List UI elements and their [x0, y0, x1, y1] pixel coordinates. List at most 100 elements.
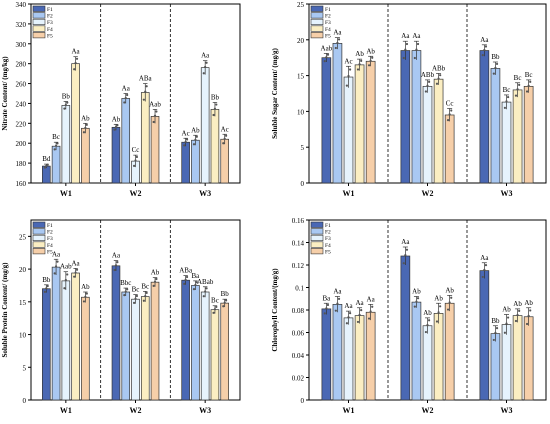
y-tick-label: 10 [297, 108, 305, 116]
bar-F4-W3 [512, 89, 523, 184]
data-point [415, 300, 418, 303]
legend-label: F3 [47, 236, 53, 242]
significance-label: Ab [355, 50, 364, 58]
data-point [404, 48, 407, 51]
significance-label: ABb [421, 71, 435, 79]
data-point [144, 90, 147, 93]
significance-label: Aa [52, 250, 61, 258]
data-point [347, 74, 350, 78]
data-point [116, 261, 119, 264]
x-tick-label: W3 [501, 406, 513, 415]
data-point [371, 56, 374, 59]
data-point [527, 84, 530, 87]
data-point [46, 163, 49, 166]
data-point [212, 113, 215, 117]
legend-label: F3 [325, 236, 331, 242]
significance-label: Aab [149, 100, 161, 108]
data-point [84, 126, 87, 129]
data-point [334, 46, 337, 50]
data-point [126, 288, 129, 291]
significance-label: Aab [321, 44, 333, 52]
significance-label: Bb [62, 92, 71, 100]
data-point [337, 297, 341, 300]
legend-label: F4 [47, 243, 53, 249]
legend-swatch-F1 [310, 221, 324, 228]
bar-F3-W1 [343, 317, 354, 401]
bar-F5-W2 [150, 281, 160, 401]
significance-label: Ab [81, 283, 90, 291]
data-point [46, 284, 49, 288]
y-tick-label: 20 [297, 37, 305, 45]
legend-label: F5 [325, 249, 331, 255]
significance-label: Bc [503, 86, 511, 94]
data-point [113, 128, 116, 131]
data-point [85, 123, 88, 126]
significance-label: ABa [179, 267, 193, 275]
bar-F5-W2 [444, 114, 455, 184]
significance-label: Aa [72, 48, 81, 56]
data-point [326, 303, 330, 307]
significance-label: Ab [502, 306, 511, 314]
significance-label: Ab [445, 286, 454, 294]
significance-label: Bb [491, 317, 500, 325]
data-point [202, 295, 205, 298]
legend-swatch-F3 [32, 234, 46, 241]
data-point [495, 62, 499, 66]
data-point [336, 302, 339, 305]
data-point [194, 283, 197, 287]
legend-label: F4 [325, 243, 331, 249]
significance-label: ABab [197, 278, 214, 286]
legend-swatch-F2 [32, 228, 46, 235]
legend-label: F1 [325, 7, 331, 13]
data-point [345, 322, 348, 325]
y-tick-label: 0.08 [292, 307, 305, 315]
data-point [135, 294, 139, 298]
legend-swatch-F2 [310, 12, 324, 19]
data-point [371, 305, 374, 308]
data-point [113, 268, 116, 272]
data-point [202, 72, 205, 75]
bar-F3-W3 [501, 101, 512, 184]
data-point [155, 277, 158, 281]
data-point [213, 107, 217, 110]
legend-label: F1 [325, 223, 331, 229]
bar-F2-W1 [51, 266, 61, 401]
data-point [205, 61, 208, 64]
significance-label: Bb [221, 290, 230, 298]
data-point [416, 42, 420, 46]
data-point [195, 135, 198, 138]
x-tick-label: W3 [199, 189, 211, 198]
data-point [525, 322, 529, 326]
y-tick-label: 160 [16, 180, 27, 188]
y-tick-label: 200 [16, 140, 27, 148]
y-tick-label: 0.02 [292, 375, 305, 383]
y-tick-label: 320 [16, 21, 27, 29]
data-point [45, 287, 48, 290]
data-point [114, 125, 118, 129]
data-point [360, 309, 363, 312]
data-point [53, 148, 56, 151]
data-point [347, 316, 350, 319]
data-point [142, 98, 145, 101]
data-point [424, 90, 427, 93]
data-point [405, 42, 409, 46]
legend-label: F5 [47, 249, 53, 255]
data-point [75, 268, 79, 271]
legend-label: F2 [325, 14, 331, 20]
data-point [192, 288, 196, 291]
y-tick-label: 10 [19, 332, 27, 340]
data-point [215, 103, 218, 106]
chart-panel-1: 160 180 200 220 240 260 280 300 320 340 Nitrate Co… [1, 1, 241, 198]
data-point [358, 313, 361, 316]
data-point [369, 310, 372, 313]
data-point [495, 327, 499, 330]
data-point [424, 330, 427, 334]
significance-label: Ac [344, 57, 352, 65]
data-point [415, 48, 418, 51]
data-point [450, 109, 453, 112]
bar-F4-W2 [140, 296, 150, 401]
significance-label: Bd [42, 155, 51, 163]
significance-label: Aa [112, 252, 121, 260]
